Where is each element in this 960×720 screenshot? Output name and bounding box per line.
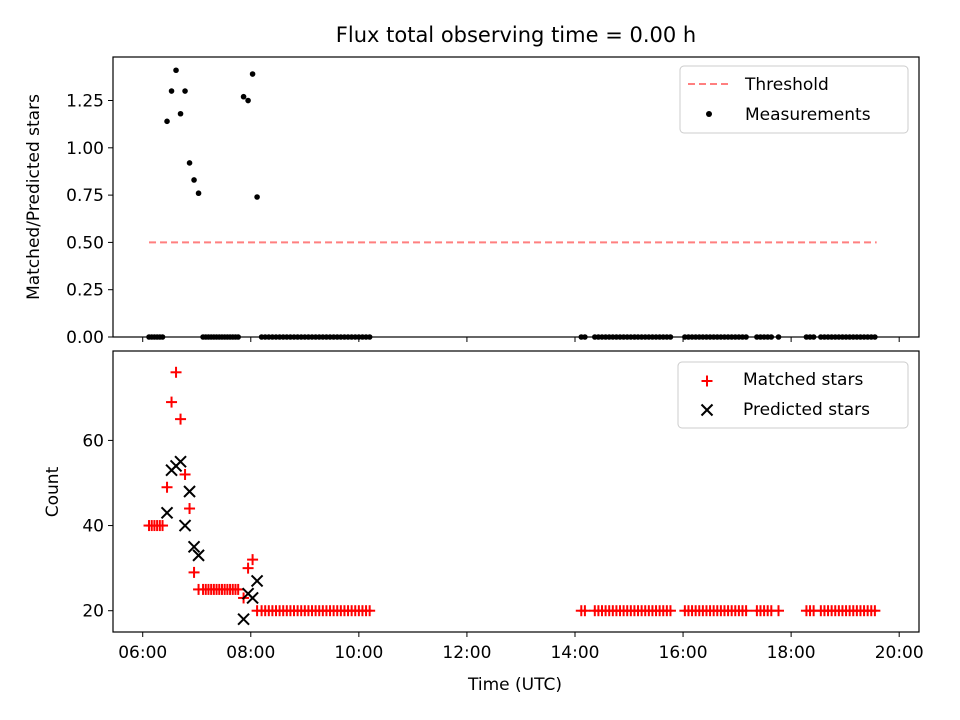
top-axes-frame xyxy=(112,56,920,338)
legend-threshold-label: Threshold xyxy=(744,75,829,95)
bottom-y-tick-label: 60 xyxy=(82,431,104,451)
measurement-point xyxy=(164,118,170,125)
matched-star-point xyxy=(157,520,169,532)
top-y-tick-label: 1.00 xyxy=(66,139,104,159)
top-panel: 0.00 0.25 0.50 0.75 1.00 1.25 Matched/Predict… xyxy=(24,56,920,348)
bottom-x-tick-label: 18:00 xyxy=(767,643,816,663)
matched-star-point xyxy=(247,554,259,566)
measurement-point xyxy=(240,93,247,100)
bottom-y-tick-label: 20 xyxy=(82,602,104,622)
matched-star-point xyxy=(184,503,196,515)
legend-measurements-swatch xyxy=(706,111,712,117)
bottom-axes-frame xyxy=(112,350,920,633)
measurement-point xyxy=(254,194,260,200)
bottom-x-tick-label: 16:00 xyxy=(659,643,708,663)
matched-star-point xyxy=(179,468,191,480)
matched-star-point xyxy=(175,413,187,425)
bottom-x-tick-label: 10:00 xyxy=(334,643,383,663)
matched-star-point xyxy=(242,562,254,574)
measurement-point xyxy=(177,110,184,117)
measurement-point xyxy=(872,334,878,340)
measurement-point xyxy=(366,334,373,340)
legend-matched-swatch xyxy=(701,375,713,387)
bottom-x-tick-label: 20:00 xyxy=(875,643,924,663)
measurement-point xyxy=(743,334,749,340)
predicted-star-point xyxy=(187,540,201,554)
bottom-y-tick-label: 40 xyxy=(82,517,104,537)
matched-star-point xyxy=(773,605,785,617)
top-y-axis-label: Matched/Predicted stars xyxy=(24,94,44,300)
top-y-tick-label: 0.75 xyxy=(66,186,104,206)
bottom-legend: Matched stars Predicted stars xyxy=(677,361,909,429)
measurement-point xyxy=(182,88,188,94)
bottom-x-tick-label: 08:00 xyxy=(226,643,275,663)
top-legend: Threshold Measurements xyxy=(679,65,909,134)
measurement-point xyxy=(582,334,588,340)
measurement-point xyxy=(667,334,674,340)
bottom-y-ticks: 20 40 60 xyxy=(82,431,113,622)
measurement-point xyxy=(768,334,775,340)
top-y-tick-label: 0.25 xyxy=(66,281,104,301)
measurement-point xyxy=(195,190,202,197)
bottom-x-tick-label: 14:00 xyxy=(550,643,599,663)
matched-star-point xyxy=(579,605,591,617)
matched-star-point xyxy=(166,396,178,408)
matched-star-point xyxy=(170,366,182,378)
matched-star-point xyxy=(364,605,376,617)
top-y-tick-label: 0.00 xyxy=(66,328,104,348)
x-axis-label: Time (UTC) xyxy=(467,675,562,695)
top-legend-box xyxy=(679,65,909,134)
predicted-star-point xyxy=(178,519,192,532)
count-points xyxy=(143,366,881,626)
bottom-x-tick-label: 06:00 xyxy=(118,643,167,663)
legend-predicted-label: Predicted stars xyxy=(743,400,870,420)
measurement-point xyxy=(810,334,817,340)
top-y-tick-label: 0.50 xyxy=(66,233,104,253)
matched-star-point xyxy=(188,566,200,578)
measurement-point xyxy=(159,334,166,340)
measurement-point xyxy=(191,177,197,183)
predicted-star-point xyxy=(237,613,250,626)
matched-star-point xyxy=(740,605,752,617)
top-y-ticks: 0.00 0.25 0.50 0.75 1.00 1.25 xyxy=(66,92,113,348)
predicted-star-point xyxy=(192,549,205,562)
matched-star-point xyxy=(161,481,173,493)
measurement-point xyxy=(235,334,241,340)
top-y-tick-label: 1.25 xyxy=(66,92,104,112)
legend-measurements-label: Measurements xyxy=(745,105,871,125)
predicted-star-point xyxy=(183,485,196,498)
bottom-panel: 20 40 60 06:00 08:00 10:00 12:00 14:00 16:00 18:… xyxy=(43,350,924,695)
measurement-point xyxy=(249,71,256,77)
bottom-legend-box xyxy=(677,361,909,429)
predicted-star-point xyxy=(160,506,174,519)
predicted-star-point xyxy=(174,455,187,468)
matched-star-point xyxy=(232,583,244,595)
measurement-point xyxy=(775,334,782,340)
bottom-x-tick-label: 12:00 xyxy=(442,643,491,663)
matched-star-point xyxy=(869,605,881,617)
predicted-star-point xyxy=(246,591,259,605)
legend-plus-marker xyxy=(701,375,713,387)
top-x-ticks xyxy=(142,337,900,342)
measurement-point xyxy=(168,88,175,94)
legend-matched-label: Matched stars xyxy=(743,370,863,390)
bottom-x-ticks: 06:00 08:00 10:00 12:00 14:00 16:00 18:00 20:00 xyxy=(118,632,924,663)
bottom-y-axis-label: Count xyxy=(43,466,63,517)
legend-x-marker xyxy=(700,403,714,417)
measurement-point xyxy=(173,67,179,74)
predicted-star-point xyxy=(250,574,264,588)
chart-title: Flux total observing time = 0.00 h xyxy=(336,23,696,47)
matched-star-point xyxy=(664,605,676,617)
measurement-point xyxy=(245,97,251,104)
legend-predicted-swatch xyxy=(700,403,714,417)
measurement-point xyxy=(186,160,193,166)
